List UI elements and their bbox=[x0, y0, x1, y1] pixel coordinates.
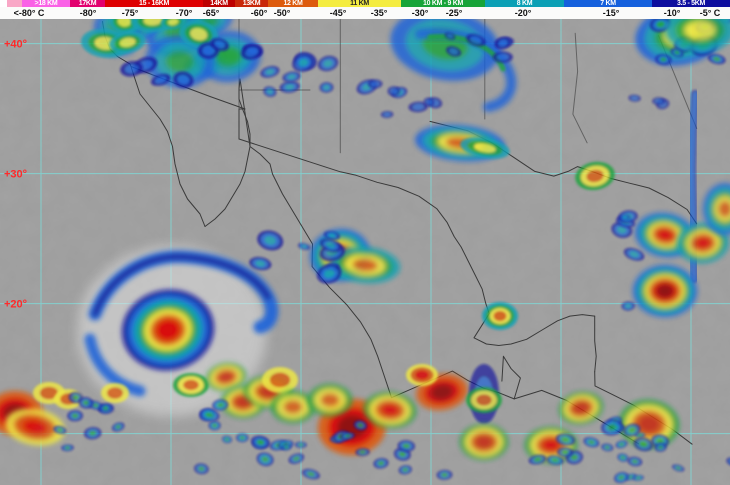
svg-text:+30°: +30° bbox=[4, 169, 27, 181]
svg-text:+20°: +20° bbox=[4, 299, 27, 311]
svg-text:+40°: +40° bbox=[4, 39, 27, 51]
